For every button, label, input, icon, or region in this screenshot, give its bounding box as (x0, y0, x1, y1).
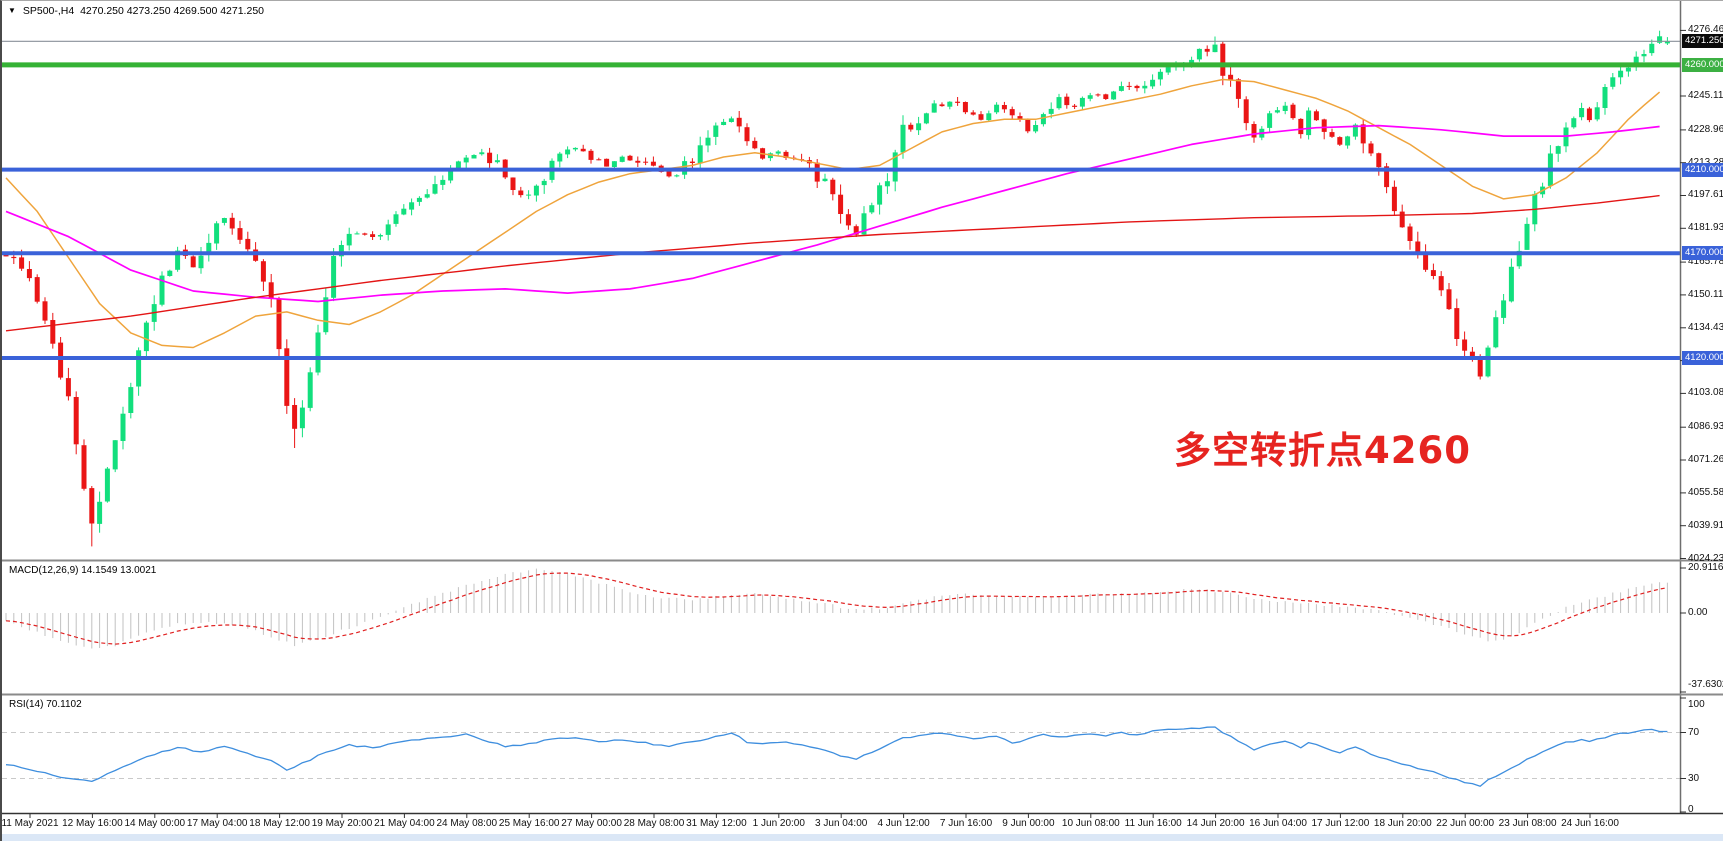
macd-histogram (5, 568, 1668, 649)
time-tick-label: 4 Jun 12:00 (877, 818, 930, 829)
time-tick-label: 7 Jun 16:00 (939, 818, 993, 829)
time-tick-label: 14 Jun 20:00 (1186, 818, 1245, 829)
time-tick-label: 3 Jun 04:00 (815, 818, 868, 829)
price-tick-label: 4276.460 (1688, 24, 1723, 36)
time-tick-label: 22 Jun 00:00 (1436, 818, 1495, 829)
time-tick-label: 9 Jun 00:00 (1002, 818, 1055, 829)
macd-signal-line (5, 572, 1668, 645)
price-badge-4271.250: 4271.250 (1682, 34, 1723, 49)
macd-indicator-label: MACD(12,26,9) 14.1549 13.0021 (9, 565, 157, 576)
price-tick-label: 4134.435 (1688, 321, 1723, 333)
symbol-title[interactable]: ▼ SP500-,H4 4270.250 4273.250 4269.500 4… (8, 5, 264, 17)
time-tick-label: 12 May 16:00 (62, 818, 123, 829)
macd-tick-label: -37.6302 (1688, 679, 1723, 690)
price-badge-4170.000: 4170.000 (1682, 246, 1723, 261)
rsi-tick-label: 100 (1688, 699, 1705, 710)
time-tick-label: 17 May 04:00 (186, 818, 248, 829)
time-tick-label: 17 Jun 12:00 (1311, 818, 1370, 829)
rsi-line (5, 726, 1668, 787)
time-tick-label: 23 Jun 08:00 (1498, 818, 1557, 829)
time-tick-label: 31 May 12:00 (686, 818, 747, 829)
rsi-tick-label: 0 (1688, 804, 1694, 815)
ma-fast-orange (5, 78, 1661, 349)
macd-tick-label: 0.00 (1688, 607, 1708, 618)
price-tick-label: 4071.260 (1688, 454, 1723, 466)
rsi-tick-label: 30 (1688, 772, 1700, 784)
price-tick-label: 4024.235 (1688, 552, 1723, 564)
time-tick-label: 11 May 2021 (1, 818, 59, 829)
price-badge-4120.000: 4120.000 (1682, 350, 1723, 365)
time-tick-label: 24 May 08:00 (436, 818, 498, 829)
price-tick-label: 4213.285 (1688, 157, 1723, 169)
price-tick-label: 4150.110 (1688, 288, 1723, 300)
symbol-name: SP500-,H4 (22, 5, 75, 17)
chevron-down-icon[interactable]: ▼ (8, 6, 16, 15)
rsi-tick-label: 70 (1688, 726, 1700, 738)
time-tick-label: 1 Jun 20:00 (752, 818, 805, 829)
time-tick-label: 11 Jun 16:00 (1124, 818, 1182, 829)
price-tick-label: 4039.910 (1688, 519, 1723, 531)
time-tick-label: 16 Jun 04:00 (1249, 818, 1307, 829)
time-tick-label: 27 May 00:00 (561, 818, 622, 829)
ma-slow-red (5, 194, 1660, 332)
time-tick-label: 10 Jun 08:00 (1061, 818, 1120, 829)
time-tick-label: 24 Jun 16:00 (1561, 818, 1619, 829)
price-tick-label: 4103.085 (1688, 387, 1723, 399)
time-tick-label: 19 May 20:00 (311, 818, 373, 829)
time-tick-label: 28 May 08:00 (623, 818, 685, 829)
status-strip (2, 834, 1723, 841)
price-tick-label: 4181.935 (1688, 222, 1723, 234)
time-tick-label: 21 May 04:00 (374, 818, 435, 829)
price-tick-label: 4245.110 (1688, 90, 1723, 102)
rsi-indicator-label: RSI(14) 70.1102 (9, 699, 82, 710)
ma-mid-magenta (5, 124, 1660, 303)
price-tick-label: 4165.785 (1688, 256, 1723, 268)
macd-tick-label: 20.9116 (1688, 562, 1723, 574)
price-tick-label: 4228.960 (1688, 123, 1723, 135)
time-tick-label: 14 May 00:00 (124, 818, 186, 829)
time-tick-label: 18 May 12:00 (249, 818, 310, 829)
price-tick-label: 4086.935 (1688, 421, 1723, 433)
time-tick-label: 18 Jun 20:00 (1373, 818, 1432, 829)
price-tick-label: 4055.585 (1688, 486, 1723, 498)
ohlc-values: 4270.250 4273.250 4269.500 4271.250 (80, 5, 264, 17)
price-badge-4210.000: 4210.000 (1682, 162, 1723, 177)
price-badge-4260.000: 4260.000 (1682, 57, 1723, 72)
price-tick-label: 4197.610 (1688, 189, 1723, 201)
annotation-text[interactable]: 多空转折点4260 (1174, 429, 1471, 472)
time-tick-label: 25 May 16:00 (498, 818, 560, 829)
